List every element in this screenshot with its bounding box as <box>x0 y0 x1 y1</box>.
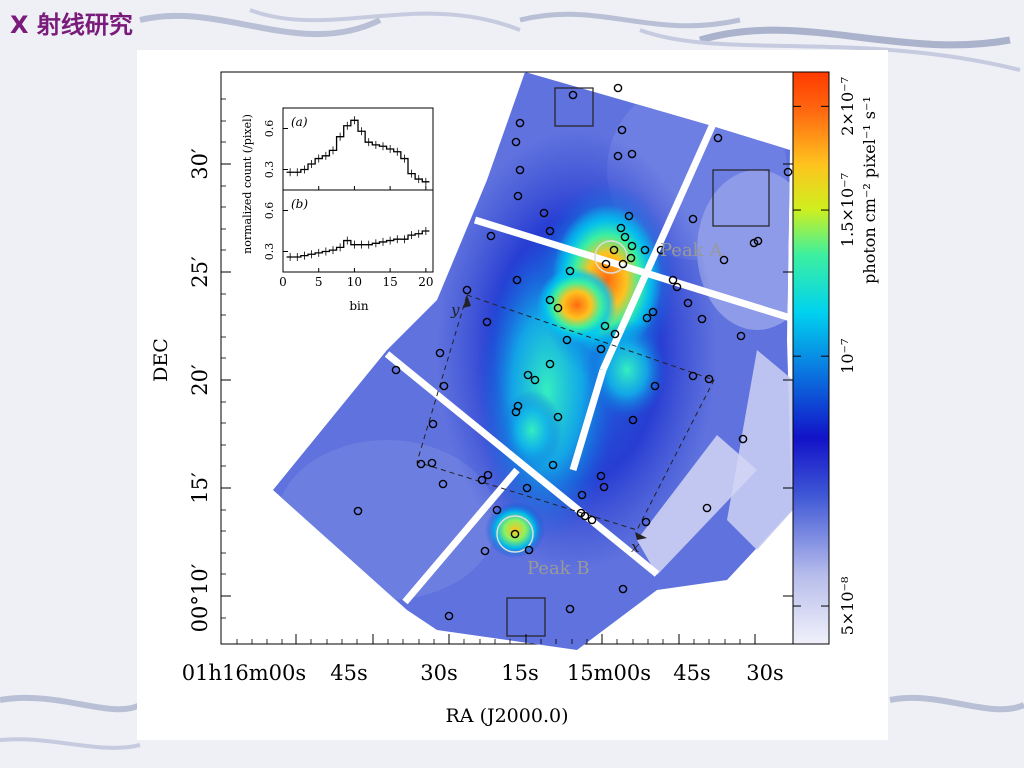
x-arrow-head <box>635 532 647 540</box>
colorbar-tick-label-1: 10⁻⁷ <box>838 339 857 374</box>
inset-ytick-label-0-0: 0.3 <box>263 161 276 179</box>
colorbar-label: photon cm⁻² pixel⁻¹ s⁻¹ <box>860 96 879 284</box>
x-tick-label-6: 30s <box>746 661 784 685</box>
colorbar-ticks <box>793 105 829 607</box>
colorbar-tick-label-3: 2×10⁻⁷ <box>838 77 857 136</box>
point-sources <box>353 83 793 621</box>
x-axis-arrow-label: x <box>631 538 640 556</box>
inset-xtick-label-1: 5 <box>315 275 323 289</box>
colorbar-tick-label-2: 1.5×10⁻⁷ <box>838 173 857 247</box>
chip-gap-1 <box>473 216 799 324</box>
peak-b-label: Peak B <box>527 558 590 579</box>
inset-y-label: normalized count (/pixel) <box>241 114 254 254</box>
xray-map-figure: Peak A Peak B x y 01h16m00s 45s 30s 15s … <box>150 71 879 727</box>
main-axis-minor-ticks <box>221 98 741 644</box>
y-axis-label: DEC <box>150 338 172 382</box>
peak-b-circle <box>496 515 534 553</box>
figure-panel: Peak A Peak B x y 01h16m00s 45s 30s 15s … <box>137 50 888 740</box>
colorbar-tick-label-0: 5×10⁻⁸ <box>838 577 857 636</box>
x-tick-label-4: 15m00s <box>567 661 651 685</box>
peak-a-label: Peak A <box>660 240 723 261</box>
y-arrow-head <box>463 295 471 308</box>
inset-panel-tag-0: (a) <box>291 115 308 129</box>
y-tick-label-1: 15′ <box>188 472 212 504</box>
chip-gap-4 <box>569 368 607 472</box>
x-tick-label-0: 01h16m00s <box>182 661 306 685</box>
faint-patch-east <box>727 350 793 550</box>
projection-box <box>416 294 715 531</box>
y-tick-label-2: 20′ <box>188 364 212 396</box>
x-tick-label-5: 45s <box>673 661 711 685</box>
bgd-region-2 <box>712 169 770 227</box>
faint-patch-se <box>637 435 757 575</box>
inset-ytick-label-1-1: 0.6 <box>263 202 276 220</box>
inset-xtick-label-2: 10 <box>347 275 362 289</box>
inset-histogram-line-0 <box>286 119 430 183</box>
main-axis-ticks <box>220 163 794 644</box>
x-tick-label-3: 15s <box>501 661 539 685</box>
inset-xtick-label-3: 15 <box>383 275 398 289</box>
y-tick-label-0: 00°10′ <box>188 563 212 632</box>
y-tick-label-3: 25′ <box>188 256 212 288</box>
inset-panel-tag-1: (b) <box>291 197 308 211</box>
inset-ytick-label-1-0: 0.3 <box>263 243 276 261</box>
slide-title: X 射线研究 <box>10 11 133 39</box>
colorbar <box>792 71 830 645</box>
y-axis-arrow-label: y <box>450 301 460 319</box>
inset-background <box>281 106 433 252</box>
inset-x-label: bin <box>349 299 369 313</box>
x-axis-label: RA (J2000.0) <box>446 705 569 727</box>
inset-xtick-label-4: 20 <box>418 275 433 289</box>
y-tick-label-4: 30′ <box>188 148 212 180</box>
inset-histogram: 0.3 0.6 (a) 0.3 0.6 (b) 0 5 10 15 20 normalized co… <box>241 106 434 313</box>
inset-panel-frame-1 <box>282 189 434 273</box>
chip-gap-2 <box>384 351 660 577</box>
x-tick-label-1: 45s <box>330 661 368 685</box>
inset-xtick-label-0: 0 <box>279 275 287 289</box>
x-tick-label-2: 30s <box>420 661 458 685</box>
chip-gap-6 <box>402 467 520 605</box>
inset-ytick-label-0-1: 0.6 <box>263 120 276 138</box>
bgd-region-1 <box>554 87 594 127</box>
